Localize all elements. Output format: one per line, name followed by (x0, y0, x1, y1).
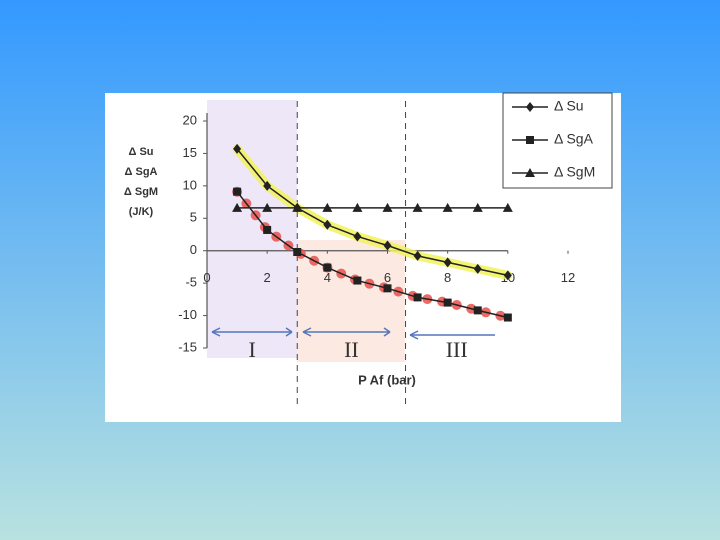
point (293, 248, 302, 257)
region-label: III (446, 337, 468, 362)
legend-marker (526, 102, 534, 112)
point (473, 306, 482, 315)
y-tick-label: -5 (185, 275, 197, 290)
point (323, 219, 332, 230)
y-tick-label: 5 (190, 210, 197, 225)
point (352, 202, 363, 212)
series-line (236, 148, 508, 277)
point (472, 202, 483, 212)
point (503, 270, 512, 281)
point (263, 225, 272, 234)
legend-marker (525, 168, 535, 177)
point (502, 202, 513, 212)
point (442, 202, 453, 212)
point (353, 231, 362, 242)
x-tick-label: 2 (264, 270, 271, 285)
point (503, 313, 512, 322)
point (473, 263, 482, 274)
x-tick-label: 8 (444, 270, 451, 285)
legend-label: Δ Su (554, 98, 584, 114)
x-tick-label: 4 (324, 270, 331, 285)
point (262, 202, 273, 212)
x-tick-label: 12 (561, 270, 575, 285)
point (412, 202, 423, 212)
point (322, 202, 333, 212)
point (263, 180, 272, 191)
point (292, 202, 303, 212)
point (353, 276, 362, 285)
y-tick-label: -15 (178, 339, 197, 354)
region-label: I (248, 337, 255, 362)
region-arrows (211, 327, 495, 340)
point (232, 202, 243, 212)
y-tick-label: 20 (183, 112, 197, 127)
region-shade (207, 100, 297, 358)
point (413, 250, 422, 261)
region-label: II (344, 337, 359, 362)
x-axis-label: P Af (bar) (358, 372, 416, 387)
legend-label: Δ SgA (554, 131, 594, 147)
point (233, 143, 242, 154)
point (443, 257, 452, 268)
y-tick-label: 0 (190, 242, 197, 257)
point (443, 298, 452, 307)
point (323, 263, 332, 272)
point (233, 187, 242, 196)
y-axis-label: Δ Su (128, 146, 153, 158)
arrow (211, 327, 293, 337)
y-axis-label: Δ SgM (124, 186, 158, 198)
legend-label: Δ SgM (554, 164, 595, 180)
arrow (302, 327, 391, 337)
point (383, 284, 392, 293)
point (383, 240, 392, 251)
y-axis-label: (J/K) (129, 206, 154, 218)
point (382, 202, 393, 212)
x-tick-label: 6 (384, 270, 391, 285)
x-tick-label: 0 (203, 270, 210, 285)
y-tick-label: -10 (178, 307, 197, 322)
arrow (409, 330, 495, 340)
y-axis-label: Δ SgA (125, 166, 158, 178)
point (413, 293, 422, 302)
y-tick-label: 10 (183, 177, 197, 192)
series-line (236, 191, 509, 319)
legend-marker (526, 136, 534, 144)
y-tick-label: 15 (183, 145, 197, 160)
